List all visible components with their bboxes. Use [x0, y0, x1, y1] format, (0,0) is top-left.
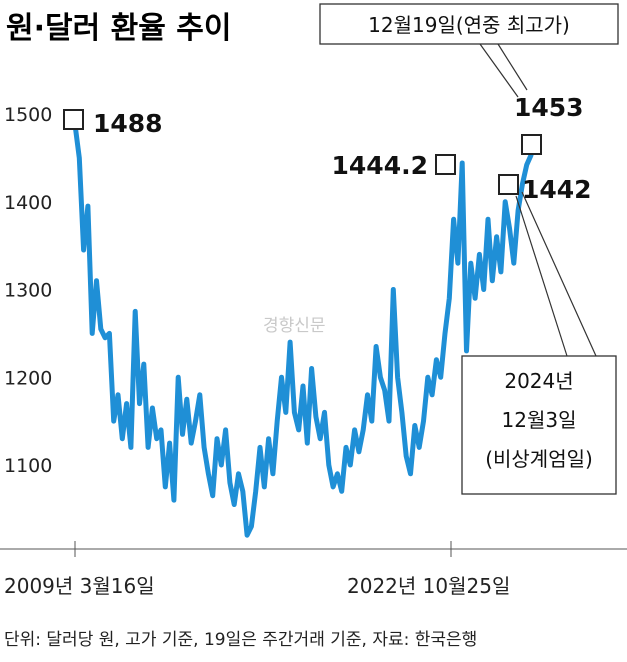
- callout-box-dec19: [319, 3, 619, 45]
- callout-dec19-text: 12월19일(연중 최고가): [368, 13, 570, 37]
- data-label-1444-2: 1444.2: [332, 151, 428, 180]
- callout-dec3-line2: 12월3일: [502, 408, 577, 432]
- y-tick-label-1200: 1200: [4, 367, 52, 389]
- marker-1488: [63, 109, 84, 130]
- x-tick-label-2009: 2009년 3월16일: [4, 574, 155, 598]
- footnote: 단위: 달러당 원, 고가 기준, 19일은 주간거래 기준, 자료: 한국은행: [4, 630, 477, 650]
- leader-line-dec3-a: [515, 195, 568, 357]
- callout-dec3-line1: 2024년: [504, 369, 573, 393]
- data-label-1488: 1488: [93, 109, 163, 138]
- leader-line-dec19-a: [479, 43, 519, 98]
- callout-dec3-line3: (비상계엄일): [485, 447, 593, 471]
- y-axis-tick-labels: 1500 1400 1300 1200 1100: [4, 104, 52, 477]
- y-tick-label-1400: 1400: [4, 192, 52, 214]
- callout-box-dec3: [461, 355, 617, 495]
- chart-title: 원·달러 환율 추이: [6, 11, 232, 46]
- exchange-rate-line: [72, 122, 534, 538]
- leader-line-dec19-b: [497, 43, 528, 91]
- watermark: 경향신문: [263, 316, 326, 336]
- marker-1442: [498, 174, 519, 195]
- y-tick-label-1300: 1300: [4, 280, 52, 302]
- marker-1444-2: [435, 154, 456, 175]
- data-label-1442: 1442: [522, 175, 592, 204]
- x-tick-label-2022: 2022년 10월25일: [347, 574, 510, 598]
- y-tick-label-1100: 1100: [4, 455, 52, 477]
- data-label-1453: 1453: [514, 93, 584, 122]
- leader-line-dec3-b: [521, 191, 597, 357]
- marker-1453: [521, 134, 542, 155]
- y-tick-label-1500: 1500: [4, 104, 52, 126]
